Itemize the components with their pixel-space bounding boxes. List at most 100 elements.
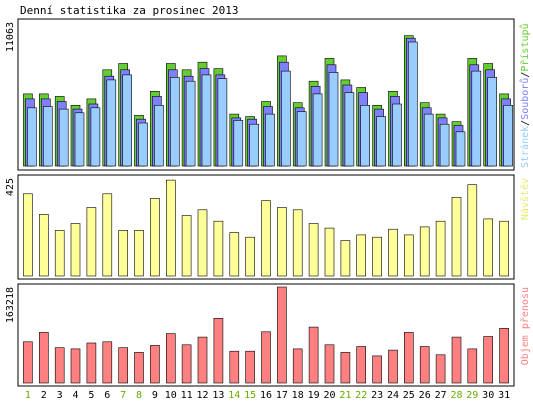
day-label-26: 26: [419, 390, 431, 401]
pages-bar-day-17: [281, 70, 291, 167]
traffic-bar-day-31: [499, 327, 509, 384]
traffic-bar-day-8: [134, 352, 144, 384]
legend-pages: Stránek: [519, 126, 531, 168]
traffic-bar-day-16: [261, 331, 271, 384]
day-label-21: 21: [339, 390, 351, 401]
traffic-bar-day-15: [245, 350, 255, 384]
pages-bar-day-29: [471, 70, 482, 167]
day-label-24: 24: [387, 390, 399, 401]
day-label-29: 29: [466, 390, 478, 401]
legend-separator-2: /: [520, 72, 531, 78]
day-label-7: 7: [120, 390, 126, 401]
day-label-4: 4: [72, 390, 78, 401]
visits-bar-day-27: [435, 220, 446, 277]
visits-bar-day-12: [197, 209, 208, 277]
traffic-bar-day-17: [277, 286, 287, 384]
pages-bar-day-1: [27, 107, 37, 167]
visits-bar-day-28: [451, 197, 462, 277]
day-label-17: 17: [276, 390, 288, 401]
pages-bar-day-12: [201, 74, 212, 167]
visits-max-label: 425: [5, 178, 16, 196]
day-label-12: 12: [196, 390, 208, 401]
pages-bar-day-11: [185, 80, 196, 167]
visits-bar-day-30: [483, 218, 494, 277]
pages-bar-day-19: [312, 93, 323, 167]
visits-bar-day-24: [388, 228, 398, 277]
pages-bar-day-13: [217, 78, 228, 167]
visits-bar-day-9: [150, 198, 160, 277]
traffic-bar-day-6: [102, 341, 113, 384]
traffic-bar-day-3: [54, 347, 65, 384]
traffic-bar-day-29: [467, 348, 478, 384]
legend-hits: Přístupů: [519, 23, 531, 71]
day-label-1: 1: [25, 390, 31, 401]
day-label-25: 25: [403, 390, 415, 401]
pages-bar-day-15: [249, 123, 259, 167]
visits-bar-day-29: [467, 184, 478, 277]
pages-bar-day-25: [407, 41, 418, 167]
visits-bar-day-17: [277, 207, 287, 277]
day-label-3: 3: [57, 390, 63, 401]
day-label-11: 11: [181, 390, 193, 401]
pages-bar-day-10: [170, 77, 180, 167]
day-label-13: 13: [212, 390, 224, 401]
visits-bar-day-16: [261, 200, 271, 277]
pages-bar-day-7: [122, 74, 132, 167]
visits-bar-day-25: [403, 234, 414, 277]
traffic-bar-day-24: [388, 349, 398, 384]
pages-bar-day-8: [138, 122, 148, 167]
pages-bar-day-4: [74, 112, 85, 167]
pages-bar-day-2: [42, 106, 53, 167]
visits-bar-day-4: [70, 223, 81, 277]
traffic-max-label: 163218: [5, 287, 16, 323]
visits-bar-day-3: [54, 230, 65, 277]
day-label-9: 9: [152, 390, 158, 401]
traffic-bar-day-1: [23, 341, 33, 384]
pages-bar-day-27: [439, 123, 450, 167]
traffic-bar-day-22: [356, 346, 367, 384]
traffic-bar-day-30: [483, 336, 494, 384]
visits-panel-legend: Návštěv: [519, 178, 531, 220]
visits-bar-day-31: [499, 220, 509, 277]
day-label-28: 28: [450, 390, 462, 401]
visits-bar-day-14: [229, 232, 240, 277]
pages-bar-day-16: [265, 113, 275, 167]
hits-panel-legend: Stránek/Souborů/Přístupů: [519, 23, 531, 168]
day-labels: 1 2 3 4 5 6 7 8 9 10 11 12 13 14 15 16 17 18 19 20 21 22 23 24 2…: [25, 390, 510, 401]
visits-bar-day-1: [23, 193, 33, 277]
visits-bar-day-7: [118, 230, 128, 277]
legend-separator-1: /: [520, 120, 531, 126]
pages-bar-day-3: [58, 108, 69, 167]
traffic-bar-day-21: [340, 352, 351, 384]
day-label-19: 19: [308, 390, 320, 401]
traffic-bar-day-20: [324, 344, 335, 384]
visits-bar-day-20: [324, 227, 335, 277]
day-label-20: 20: [323, 390, 335, 401]
pages-bar-day-14: [233, 120, 244, 167]
traffic-bar-day-2: [38, 332, 49, 384]
pages-bar-day-9: [154, 105, 164, 167]
day-label-31: 31: [498, 390, 510, 401]
pages-bar-day-23: [376, 116, 386, 167]
visits-bar-day-23: [372, 236, 382, 277]
pages-bar-day-24: [392, 103, 402, 167]
traffic-bar-day-9: [150, 345, 160, 384]
traffic-bar-day-11: [181, 344, 192, 384]
traffic-bar-day-10: [166, 333, 176, 384]
day-label-30: 30: [482, 390, 494, 401]
traffic-bar-day-25: [403, 332, 414, 384]
pages-bar-day-18: [296, 111, 307, 167]
pages-bar-day-5: [90, 107, 101, 167]
day-label-23: 23: [371, 390, 383, 401]
visits-bar-day-11: [181, 215, 192, 277]
legend-files: Souborů: [519, 78, 531, 120]
day-label-18: 18: [292, 390, 304, 401]
traffic-bar-day-7: [118, 347, 128, 384]
pages-bar-day-22: [360, 105, 371, 167]
day-label-14: 14: [228, 390, 240, 401]
visits-bar-day-5: [86, 207, 97, 277]
traffic-bar-day-4: [70, 348, 81, 384]
day-label-27: 27: [435, 390, 447, 401]
pages-bar-day-26: [423, 113, 434, 167]
